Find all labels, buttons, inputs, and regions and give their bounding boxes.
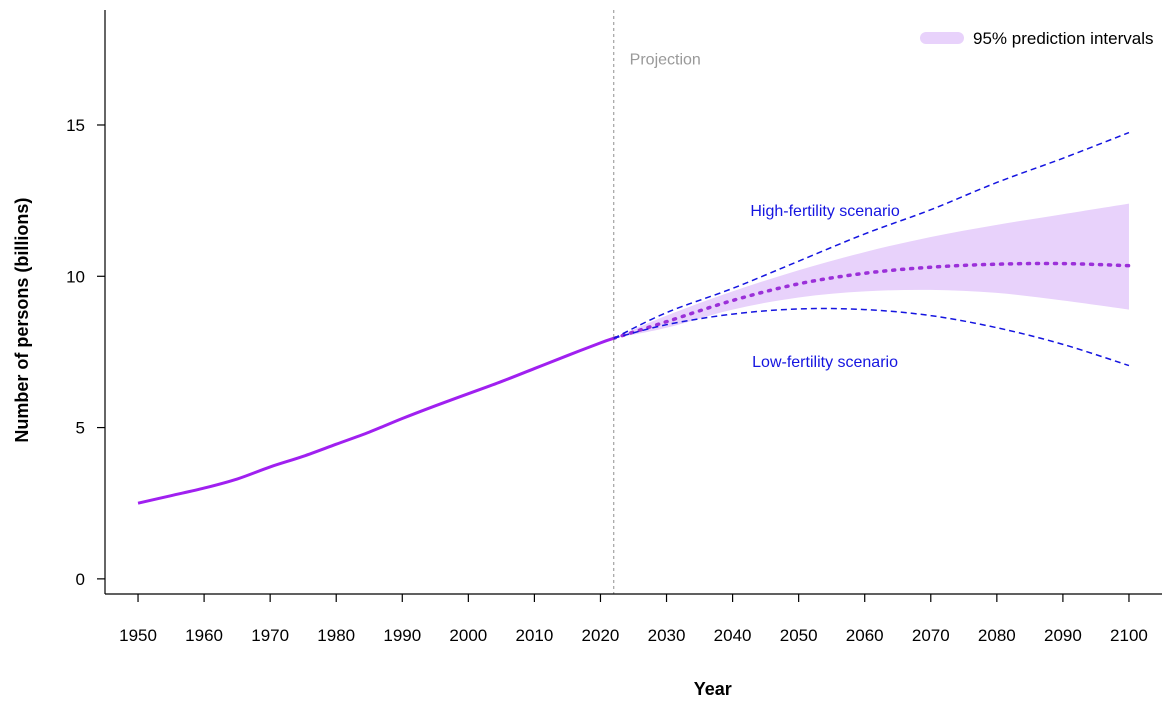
x-tick-label: 2090 bbox=[1044, 626, 1082, 645]
prediction-interval-layer bbox=[613, 203, 1129, 339]
x-tick-label: 1990 bbox=[383, 626, 421, 645]
y-tick-label: 15 bbox=[66, 116, 85, 135]
x-tick-label: 1970 bbox=[251, 626, 289, 645]
x-tick-label: 2070 bbox=[912, 626, 950, 645]
x-axis-title: Year bbox=[694, 679, 732, 699]
x-tick-label: 2100 bbox=[1110, 626, 1148, 645]
x-tick-label: 2000 bbox=[449, 626, 487, 645]
x-tick-label: 2040 bbox=[714, 626, 752, 645]
y-tick-label: 5 bbox=[76, 419, 85, 438]
low-fertility-label: Low-fertility scenario bbox=[752, 354, 898, 371]
x-tick-label: 1950 bbox=[119, 626, 157, 645]
x-tick-label: 1980 bbox=[317, 626, 355, 645]
legend: 95% prediction intervals bbox=[920, 29, 1153, 48]
high-fertility-label: High-fertility scenario bbox=[750, 203, 899, 220]
y-tick-label: 10 bbox=[66, 267, 85, 286]
y-tick-label: 0 bbox=[76, 570, 85, 589]
x-tick-label: 2010 bbox=[515, 626, 553, 645]
x-ticks: 1950 1960 1970 1980 1990 2000 2010 2020 2030 2040… bbox=[119, 594, 1148, 645]
projection-label: Projection bbox=[630, 51, 701, 68]
y-axis-title: Number of persons (billions) bbox=[12, 198, 32, 443]
legend-label: 95% prediction intervals bbox=[973, 29, 1153, 48]
y-ticks: 0 5 10 15 bbox=[66, 116, 105, 589]
axes bbox=[104, 10, 1162, 595]
low-fertility-line bbox=[613, 307, 1130, 367]
median-projection-line bbox=[611, 261, 1131, 341]
x-tick-label: 2030 bbox=[648, 626, 686, 645]
series-layer bbox=[137, 131, 1131, 505]
x-tick-label: 2060 bbox=[846, 626, 884, 645]
x-tick-label: 2050 bbox=[780, 626, 818, 645]
x-tick-label: 2080 bbox=[978, 626, 1016, 645]
prediction-interval-band bbox=[613, 203, 1129, 339]
observed-population-line bbox=[137, 336, 615, 505]
high-fertility-line bbox=[613, 131, 1130, 339]
x-tick-label: 2020 bbox=[582, 626, 620, 645]
x-tick-label: 1960 bbox=[185, 626, 223, 645]
